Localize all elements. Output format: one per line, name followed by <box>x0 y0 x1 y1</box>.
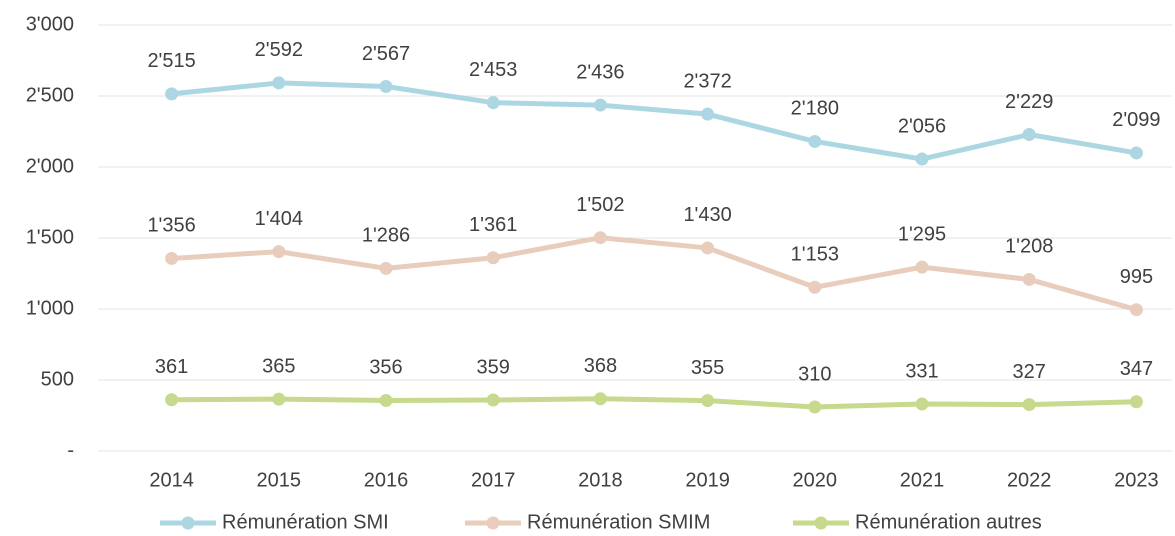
data-label: 1'286 <box>362 225 410 247</box>
x-tick-label: 2023 <box>1114 469 1159 491</box>
data-point <box>272 392 286 406</box>
x-tick-label: 2019 <box>685 469 730 491</box>
data-point <box>808 280 822 294</box>
data-label: 2'099 <box>1112 109 1160 131</box>
data-point <box>915 397 929 411</box>
data-point <box>593 98 607 112</box>
data-label: 359 <box>477 356 510 378</box>
data-label: 368 <box>584 355 617 377</box>
y-tick-label: 500 <box>41 368 74 390</box>
y-tick-label: 3'000 <box>26 13 74 35</box>
data-point <box>165 393 179 407</box>
data-point <box>915 152 929 166</box>
data-point <box>1022 127 1036 141</box>
data-label: 1'404 <box>255 208 303 230</box>
series-line <box>171 396 1137 410</box>
y-tick-label: 2'500 <box>26 84 74 106</box>
legend-marker <box>814 516 828 530</box>
data-label: 1'356 <box>147 215 195 237</box>
data-label: 1'208 <box>1005 236 1053 258</box>
x-tick-label: 2020 <box>793 469 838 491</box>
data-point <box>915 260 929 274</box>
data-label: 361 <box>155 356 188 378</box>
x-tick-label: 2014 <box>149 469 194 491</box>
data-label: 2'592 <box>255 39 303 61</box>
data-point <box>1129 395 1143 409</box>
data-label: 327 <box>1013 361 1046 383</box>
data-point <box>379 261 393 275</box>
legend-marker <box>486 516 500 530</box>
x-tick-label: 2021 <box>900 469 945 491</box>
data-label: 2'567 <box>362 43 410 65</box>
data-point <box>1022 398 1036 412</box>
data-point <box>165 251 179 265</box>
data-label: 2'229 <box>1005 91 1053 113</box>
data-label: 2'436 <box>576 61 624 83</box>
data-label: 1'502 <box>576 194 624 216</box>
data-label: 347 <box>1120 358 1153 380</box>
data-point <box>486 251 500 265</box>
data-label: 2'180 <box>791 98 839 120</box>
y-tick-label: 1'000 <box>26 297 74 319</box>
legend-label: Rémunération SMI <box>222 511 389 533</box>
data-point <box>272 76 286 90</box>
data-point <box>701 241 715 255</box>
series-line <box>171 80 1137 162</box>
data-point <box>593 392 607 406</box>
legend-marker <box>181 516 195 530</box>
data-label: 1'153 <box>791 244 839 266</box>
data-label: 2'372 <box>683 70 731 92</box>
series-line <box>171 235 1138 313</box>
data-label: 310 <box>798 363 831 385</box>
data-point <box>272 245 286 259</box>
data-label: 2'515 <box>147 50 195 72</box>
data-point <box>379 79 393 93</box>
legend-label: Rémunération SMIM <box>527 511 710 533</box>
data-point <box>1129 146 1143 160</box>
x-tick-label: 2022 <box>1007 469 1052 491</box>
x-tick-label: 2015 <box>257 469 302 491</box>
data-label: 356 <box>369 357 402 379</box>
data-label: 1'295 <box>898 223 946 245</box>
x-tick-label: 2017 <box>471 469 516 491</box>
y-tick-label: 1'500 <box>26 226 74 248</box>
data-point <box>165 87 179 101</box>
data-point <box>486 393 500 407</box>
data-point <box>486 96 500 110</box>
data-point <box>808 400 822 414</box>
data-label: 995 <box>1120 266 1153 288</box>
legend-label: Rémunération autres <box>855 511 1042 533</box>
x-tick-label: 2018 <box>578 469 623 491</box>
data-label: 2'056 <box>898 115 946 137</box>
data-point <box>1022 272 1036 286</box>
data-label: 1'361 <box>469 214 517 236</box>
y-tick-label: 2'000 <box>26 155 74 177</box>
data-label: 1'430 <box>683 204 731 226</box>
data-point <box>701 107 715 121</box>
data-point <box>808 134 822 148</box>
data-label: 2'453 <box>469 59 517 81</box>
data-point <box>701 394 715 408</box>
data-label: 355 <box>691 357 724 379</box>
data-point <box>1129 303 1143 317</box>
data-label: 331 <box>905 360 938 382</box>
y-tick-label: - <box>67 439 74 461</box>
data-point <box>379 393 393 407</box>
data-point <box>593 231 607 245</box>
data-label: 365 <box>262 355 295 377</box>
x-tick-label: 2016 <box>364 469 409 491</box>
